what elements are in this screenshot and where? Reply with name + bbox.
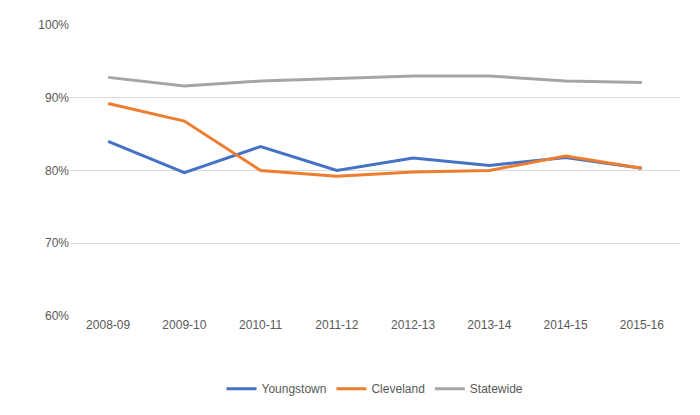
svg-text:2010-11: 2010-11 (239, 318, 282, 332)
svg-text:Cleveland: Cleveland (371, 382, 424, 396)
svg-text:2009-10: 2009-10 (162, 318, 206, 332)
svg-text:70%: 70% (45, 236, 69, 250)
svg-text:2015-16: 2015-16 (620, 318, 664, 332)
svg-text:2014-15: 2014-15 (544, 318, 588, 332)
svg-text:2012-13: 2012-13 (391, 318, 435, 332)
svg-text:Statewide: Statewide (470, 382, 523, 396)
svg-text:Youngstown: Youngstown (262, 382, 327, 396)
svg-text:2013-14: 2013-14 (467, 318, 511, 332)
svg-text:80%: 80% (45, 164, 69, 178)
svg-text:90%: 90% (45, 91, 69, 105)
svg-text:2008-09: 2008-09 (86, 318, 130, 332)
svg-text:100%: 100% (38, 18, 69, 32)
svg-text:60%: 60% (45, 309, 69, 323)
svg-text:2011-12: 2011-12 (315, 318, 358, 332)
